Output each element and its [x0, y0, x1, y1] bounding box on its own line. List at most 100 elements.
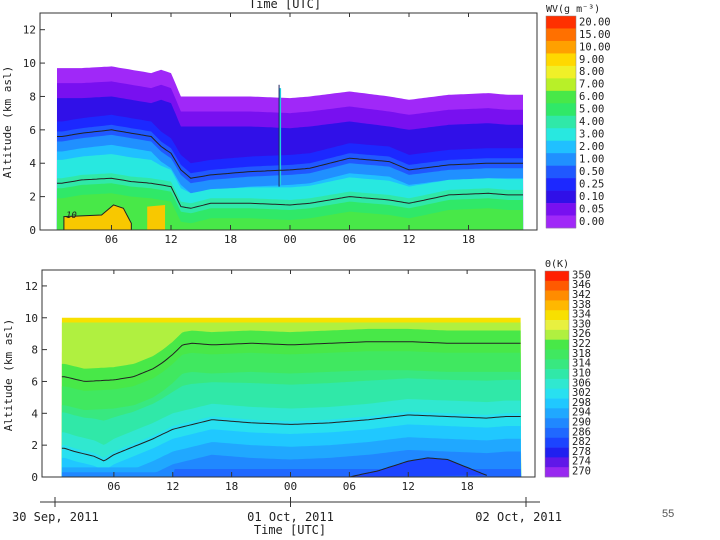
x-tick-label: 12 [402, 480, 415, 493]
wv-contour-label: 10 [66, 211, 77, 221]
colorbar-swatch [545, 329, 569, 340]
colorbar-swatch [546, 190, 576, 204]
theta-panel: 0 2 4 6 8 10 12 06 12 18 00 06 12 18 Altitude (km as… [2, 259, 591, 493]
colorbar-swatch [546, 115, 576, 129]
theta-contours [61, 341, 521, 478]
colorbar-swatch [545, 369, 569, 380]
y-tick-label: 2 [29, 191, 36, 204]
colorbar-label: 342 [572, 289, 591, 301]
wv-field [56, 66, 524, 231]
theta-cold-pool [349, 457, 487, 477]
x-tick-label: 18 [225, 480, 238, 493]
colorbar-label: 3.00 [579, 129, 604, 141]
colorbar-swatch [546, 215, 576, 229]
x-tick-label: 06 [107, 480, 120, 493]
colorbar-swatch [546, 78, 576, 92]
colorbar-label: 290 [572, 417, 591, 429]
colorbar-label: 322 [572, 338, 591, 350]
colorbar-label: 1.00 [579, 154, 604, 166]
x-tick-label: 06 [343, 480, 356, 493]
theta-contour-upper [61, 341, 521, 382]
colorbar-swatch [545, 457, 569, 468]
colorbar-label: 346 [572, 279, 591, 291]
colorbar-swatch [546, 103, 576, 117]
colorbar-swatch [545, 427, 569, 439]
colorbar-label: 314 [572, 358, 591, 370]
wv-contour-10 [63, 204, 132, 231]
wv-contour-upper [57, 129, 523, 179]
colorbar-label: 338 [572, 299, 591, 311]
colorbar-swatch [545, 300, 569, 311]
x-tick-label: 18 [224, 233, 237, 246]
colorbar-label: 5.00 [579, 104, 604, 116]
wv-y-label: Altitude (km asl) [1, 66, 14, 179]
date-label: 30 Sep, 2011 [12, 510, 99, 524]
wv-moist-region [147, 204, 166, 230]
colorbar-label: 330 [572, 318, 591, 330]
x-tick-label: 12 [402, 233, 415, 246]
colorbar-label: 286 [572, 426, 591, 438]
wv-colorbar-title: WV(g m⁻³) [546, 4, 600, 15]
theta-colorbar: 3503463423383343303263223183143103063022… [544, 269, 591, 478]
colorbar-swatch [546, 65, 576, 79]
wv-plot-frame [39, 12, 538, 231]
y-tick-label: 6 [29, 124, 36, 137]
theta-colorbar-title: Θ(K) [545, 259, 569, 270]
wv-moist-region [63, 204, 132, 230]
colorbar-label: 0.50 [579, 166, 604, 178]
x-tick-label: 00 [283, 233, 296, 246]
colorbar-label: 6.00 [579, 91, 604, 103]
colorbar-frame [544, 270, 570, 478]
colorbar-swatch [546, 28, 576, 42]
colorbar-label: 306 [572, 377, 591, 389]
colorbar-label: 278 [572, 446, 591, 458]
colorbar-swatch [545, 271, 569, 282]
colorbar-label: 20.00 [579, 16, 611, 28]
y-tick-label: 8 [31, 344, 38, 357]
y-tick-label: 12 [25, 280, 38, 293]
colorbar-label: 0.05 [579, 203, 604, 215]
colorbar-label: 8.00 [579, 66, 604, 78]
colorbar-swatch [546, 40, 576, 54]
x-tick-label: 06 [343, 233, 356, 246]
y-tick-label: 4 [31, 407, 38, 420]
colorbar-label: 350 [572, 269, 591, 281]
wv-y-axis: 0 2 4 6 8 10 12 [23, 24, 45, 237]
colorbar-label: 274 [572, 456, 591, 468]
colorbar-label: 2.00 [579, 141, 604, 153]
colorbar-swatch [546, 203, 576, 216]
wv-band [56, 193, 524, 230]
y-tick-label: 4 [29, 157, 36, 170]
wv-contour-lower [57, 177, 523, 209]
colorbar-swatch [545, 408, 569, 419]
colorbar-swatch [545, 378, 569, 390]
colorbar-swatch [546, 140, 576, 154]
x-tick-label: 12 [166, 480, 179, 493]
colorbar-swatch [545, 290, 569, 301]
wv-panel: Time [UTC] 0 2 4 6 8 10 12 06 12 18 00 06 12 18 Alti… [1, 0, 611, 246]
colorbar-swatch [546, 153, 576, 166]
colorbar-swatch [545, 398, 569, 409]
theta-contour-lower [61, 414, 521, 462]
colorbar-label: 0.25 [579, 178, 604, 190]
wv-colorbar: 20.0015.0010.009.008.007.006.005.004.003… [545, 15, 611, 229]
y-tick-label: 0 [29, 224, 36, 237]
theta-contour-surface [349, 457, 487, 478]
colorbar-swatch [545, 320, 569, 331]
colorbar-swatch [545, 310, 569, 321]
x-tick-label: 06 [105, 233, 118, 246]
colorbar-label: 326 [572, 328, 591, 340]
colorbar-swatch [545, 447, 569, 458]
date-label: 01 Oct, 2011 [247, 510, 334, 524]
colorbar-swatch [546, 16, 576, 29]
y-tick-label: 10 [23, 57, 36, 70]
x-tick-label: 00 [284, 480, 297, 493]
y-tick-label: 10 [25, 312, 38, 325]
colorbar-frame [545, 15, 577, 229]
colorbar-label: 270 [572, 466, 591, 478]
top-time-title: Time [UTC] [249, 0, 321, 11]
wv-x-axis: 06 12 18 00 06 12 18 [105, 13, 475, 246]
colorbar-label: 10.00 [579, 41, 611, 53]
colorbar-swatch [545, 467, 569, 478]
colorbar-swatch [546, 90, 576, 104]
